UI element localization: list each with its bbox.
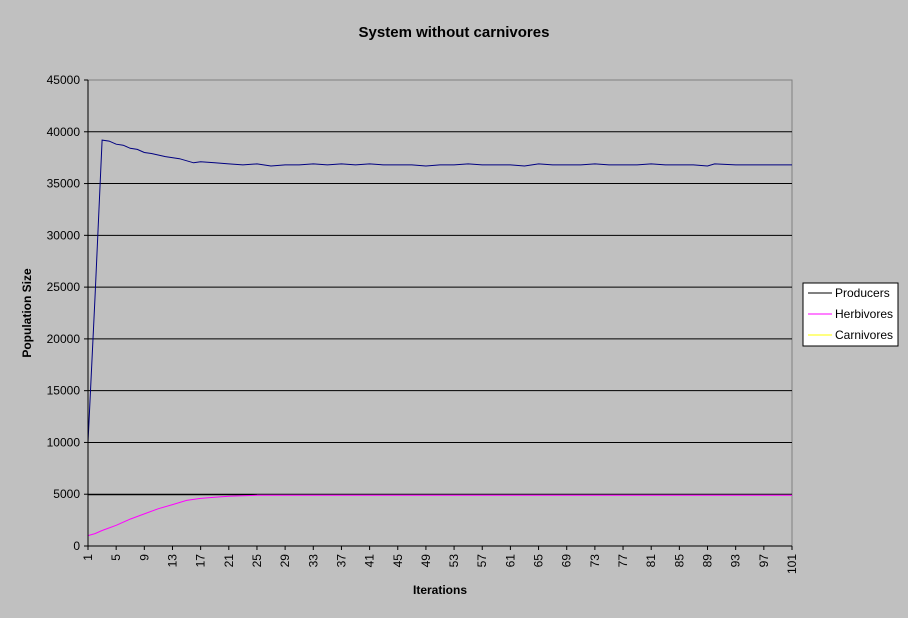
- x-tick-label: 97: [757, 554, 771, 568]
- x-tick-label: 57: [475, 554, 489, 568]
- x-tick-label: 89: [701, 554, 715, 568]
- x-tick-label: 21: [222, 554, 236, 568]
- x-tick-label: 85: [672, 554, 686, 568]
- x-tick-label: 41: [363, 554, 377, 568]
- legend: Producers Herbivores Carnivores: [802, 282, 899, 347]
- x-tick-label: 61: [503, 554, 517, 568]
- grid-lines: [88, 131, 792, 495]
- x-tick-label: 37: [334, 554, 348, 568]
- x-tick-label: 65: [532, 554, 546, 568]
- chart-title: System without carnivores: [359, 24, 550, 41]
- y-tick-label: 15000: [47, 384, 81, 398]
- legend-label-producers: Producers: [835, 286, 890, 300]
- legend-label-herbivores: Herbivores: [835, 307, 893, 321]
- y-tick-label: 35000: [47, 177, 81, 191]
- y-axis-label: Population Size: [20, 268, 34, 358]
- y-tick-label: 0: [73, 539, 80, 553]
- x-tick-label: 1: [81, 554, 95, 561]
- y-axis-ticks: 0 5000 10000 15000 20000 25000 30000 35000 40000…: [47, 73, 88, 553]
- series-line-herbivores: [87, 494, 792, 537]
- x-tick-label: 81: [644, 554, 658, 568]
- y-tick-label: 25000: [47, 280, 81, 294]
- y-tick-label: 30000: [47, 228, 81, 242]
- series-lines: [87, 139, 792, 537]
- x-tick-label: 45: [391, 554, 405, 568]
- plot-area: [87, 79, 793, 547]
- x-tick-label: 9: [137, 554, 151, 561]
- x-tick-label: 73: [588, 554, 602, 568]
- x-tick-label: 5: [109, 554, 123, 561]
- x-tick-label: 77: [616, 554, 630, 568]
- series-line-producers: [87, 139, 792, 443]
- y-tick-label: 5000: [53, 487, 80, 501]
- x-tick-label: 93: [729, 554, 743, 568]
- x-tick-label: 101: [785, 554, 799, 574]
- x-tick-label: 13: [165, 554, 179, 568]
- x-tick-label: 49: [419, 554, 433, 568]
- x-tick-label: 53: [447, 554, 461, 568]
- x-tick-label: 17: [194, 554, 208, 568]
- y-tick-label: 40000: [47, 125, 81, 139]
- x-tick-label: 25: [250, 554, 264, 568]
- x-tick-label: 69: [560, 554, 574, 568]
- x-tick-label: 29: [278, 554, 292, 568]
- y-tick-label: 45000: [47, 73, 81, 87]
- y-tick-label: 10000: [47, 435, 81, 449]
- legend-label-carnivores: Carnivores: [835, 328, 893, 342]
- y-tick-label: 20000: [47, 332, 81, 346]
- x-tick-label: 33: [306, 554, 320, 568]
- x-axis-label: Iterations: [413, 583, 467, 597]
- x-axis-ticks: 1 5 9 13 17 21 25 29 33 37 41 45 49 53 57 61 65 69 73 77 81 8…: [81, 546, 799, 574]
